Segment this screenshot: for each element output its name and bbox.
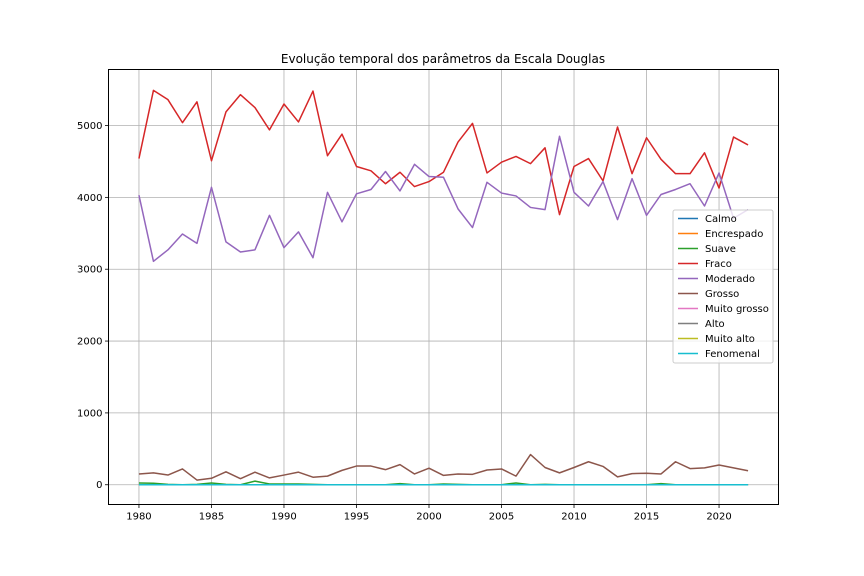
legend-label: Muito grosso — [705, 304, 769, 315]
legend-label: Calmo — [705, 214, 737, 225]
y-tick-label: 5000 — [77, 121, 102, 132]
x-tick-label: 2010 — [561, 512, 586, 523]
x-tick-label: 1995 — [344, 512, 369, 523]
legend-label: Alto — [705, 319, 725, 330]
series-lines — [138, 89, 749, 486]
axis-ticks: 1980 1985 1990 1995 2000 2005 2010 2015 2020 0 100… — [77, 121, 732, 522]
x-tick-label: 1990 — [271, 512, 296, 523]
x-tick-label: 2020 — [706, 512, 731, 523]
x-tick-label: 2000 — [416, 512, 441, 523]
chart-title: Evolução temporal dos parâmetros da Esca… — [281, 52, 605, 66]
x-tick-label: 1980 — [126, 512, 151, 523]
legend-label: Moderado — [705, 274, 755, 285]
y-tick-label: 0 — [96, 480, 102, 491]
legend-label: Encrespado — [705, 229, 763, 240]
legend: Calmo Encrespado Suave Fraco Moderado Grosso M… — [672, 209, 774, 364]
series-line-fraco — [138, 89, 749, 216]
legend-label: Fenomenal — [705, 349, 760, 360]
series-line-grosso — [138, 453, 749, 481]
legend-label: Fraco — [705, 259, 732, 270]
y-tick-label: 4000 — [77, 193, 102, 204]
y-tick-label: 2000 — [77, 337, 102, 348]
legend-label: Muito alto — [705, 334, 755, 345]
plot-area-frame — [108, 69, 779, 505]
x-tick-label: 1985 — [199, 512, 224, 523]
x-tick-label: 2015 — [634, 512, 659, 523]
legend-label: Grosso — [705, 289, 739, 300]
series-line-moderado — [138, 135, 749, 263]
x-tick-label: 2005 — [489, 512, 514, 523]
y-tick-label: 1000 — [77, 408, 102, 419]
y-tick-label: 3000 — [77, 265, 102, 276]
legend-label: Suave — [705, 244, 736, 255]
